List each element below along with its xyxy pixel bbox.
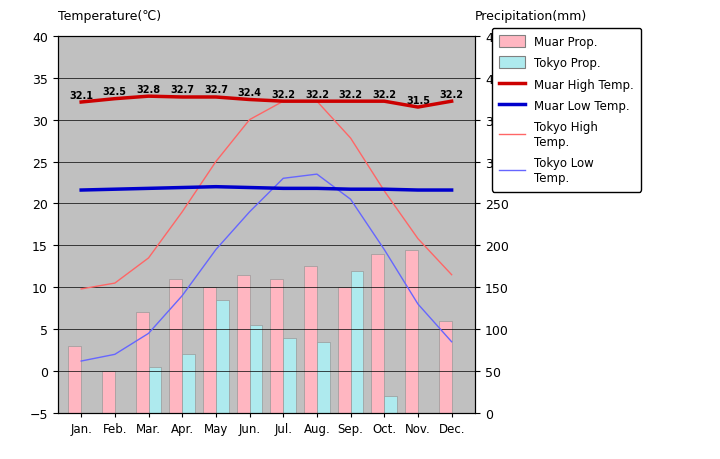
Tokyo High
Temp. xyxy=(279,99,287,105)
Bar xyxy=(250,325,262,413)
Text: 32.2: 32.2 xyxy=(305,90,329,100)
Bar xyxy=(148,367,161,413)
Muar High Temp. xyxy=(312,99,321,105)
Text: 32.7: 32.7 xyxy=(170,85,194,95)
Muar High Temp. xyxy=(246,97,254,103)
Muar Low Temp. xyxy=(312,186,321,192)
Muar High Temp. xyxy=(144,94,153,100)
Bar xyxy=(115,413,127,421)
Bar xyxy=(182,354,195,413)
Bar xyxy=(384,397,397,413)
Tokyo Low
Temp. xyxy=(246,210,254,215)
Muar High Temp. xyxy=(279,99,287,105)
Line: Muar Low Temp.: Muar Low Temp. xyxy=(81,187,451,190)
Muar Low Temp. xyxy=(346,187,355,192)
Tokyo Low
Temp. xyxy=(144,331,153,336)
Muar Low Temp. xyxy=(144,186,153,192)
Tokyo Low
Temp. xyxy=(312,172,321,178)
Muar High Temp. xyxy=(178,95,186,101)
Text: 31.5: 31.5 xyxy=(406,95,430,105)
Tokyo High
Temp. xyxy=(246,118,254,123)
Muar Low Temp. xyxy=(279,186,287,192)
Text: Precipitation(mm): Precipitation(mm) xyxy=(475,10,588,23)
Bar xyxy=(351,271,364,413)
Tokyo Low
Temp. xyxy=(380,247,389,253)
Bar xyxy=(237,275,250,413)
Legend: Muar Prop., Tokyo Prop., Muar High Temp., Muar Low Temp., Tokyo High
Temp., Toky: Muar Prop., Tokyo Prop., Muar High Temp.… xyxy=(492,29,642,192)
Tokyo High
Temp. xyxy=(111,281,120,286)
Text: 32.5: 32.5 xyxy=(103,87,127,97)
Muar Low Temp. xyxy=(413,188,422,193)
Tokyo Low
Temp. xyxy=(77,358,86,364)
Tokyo High
Temp. xyxy=(312,99,321,105)
Muar High Temp. xyxy=(212,95,220,101)
Bar xyxy=(203,288,216,413)
Tokyo High
Temp. xyxy=(380,189,389,194)
Tokyo Low
Temp. xyxy=(212,247,220,253)
Text: 32.2: 32.2 xyxy=(338,90,363,100)
Text: 32.7: 32.7 xyxy=(204,85,228,95)
Tokyo High
Temp. xyxy=(77,286,86,292)
Tokyo Low
Temp. xyxy=(346,197,355,202)
Line: Tokyo High
Temp.: Tokyo High Temp. xyxy=(81,102,451,289)
Muar Low Temp. xyxy=(77,188,86,193)
Bar xyxy=(271,279,283,413)
Muar High Temp. xyxy=(111,97,120,102)
Text: 32.2: 32.2 xyxy=(372,90,396,100)
Bar xyxy=(418,413,431,417)
Tokyo High
Temp. xyxy=(212,159,220,165)
Tokyo High
Temp. xyxy=(413,236,422,242)
Text: 32.2: 32.2 xyxy=(440,90,464,100)
Muar Low Temp. xyxy=(178,185,186,191)
Muar High Temp. xyxy=(447,99,456,105)
Muar Low Temp. xyxy=(447,188,456,193)
Bar xyxy=(451,413,464,438)
Bar xyxy=(317,342,330,413)
Line: Muar High Temp.: Muar High Temp. xyxy=(81,97,451,108)
Tokyo High
Temp. xyxy=(346,136,355,141)
Tokyo Low
Temp. xyxy=(413,302,422,307)
Bar xyxy=(304,267,317,413)
Muar Low Temp. xyxy=(246,185,254,191)
Tokyo Low
Temp. xyxy=(279,176,287,182)
Bar xyxy=(136,313,148,413)
Tokyo Low
Temp. xyxy=(111,352,120,357)
Bar xyxy=(405,250,418,413)
Line: Tokyo Low
Temp.: Tokyo Low Temp. xyxy=(81,175,451,361)
Tokyo Low
Temp. xyxy=(447,339,456,345)
Tokyo High
Temp. xyxy=(447,272,456,278)
Bar xyxy=(102,371,115,413)
Text: Temperature(℃): Temperature(℃) xyxy=(58,10,161,23)
Tokyo High
Temp. xyxy=(178,210,186,215)
Muar Low Temp. xyxy=(212,185,220,190)
Muar High Temp. xyxy=(77,100,86,106)
Muar High Temp. xyxy=(346,99,355,105)
Bar xyxy=(169,279,182,413)
Bar xyxy=(338,288,351,413)
Tokyo Low
Temp. xyxy=(178,293,186,299)
Bar xyxy=(438,321,451,413)
Muar High Temp. xyxy=(413,105,422,111)
Text: 32.1: 32.1 xyxy=(69,90,93,100)
Tokyo High
Temp. xyxy=(144,256,153,261)
Bar xyxy=(283,338,296,413)
Muar Low Temp. xyxy=(111,187,120,192)
Text: 32.4: 32.4 xyxy=(238,88,261,98)
Bar xyxy=(216,300,229,413)
Text: 32.8: 32.8 xyxy=(137,84,161,95)
Text: 32.2: 32.2 xyxy=(271,90,295,100)
Bar xyxy=(372,254,384,413)
Muar Low Temp. xyxy=(380,187,389,192)
Bar xyxy=(68,346,81,413)
Muar High Temp. xyxy=(380,99,389,105)
